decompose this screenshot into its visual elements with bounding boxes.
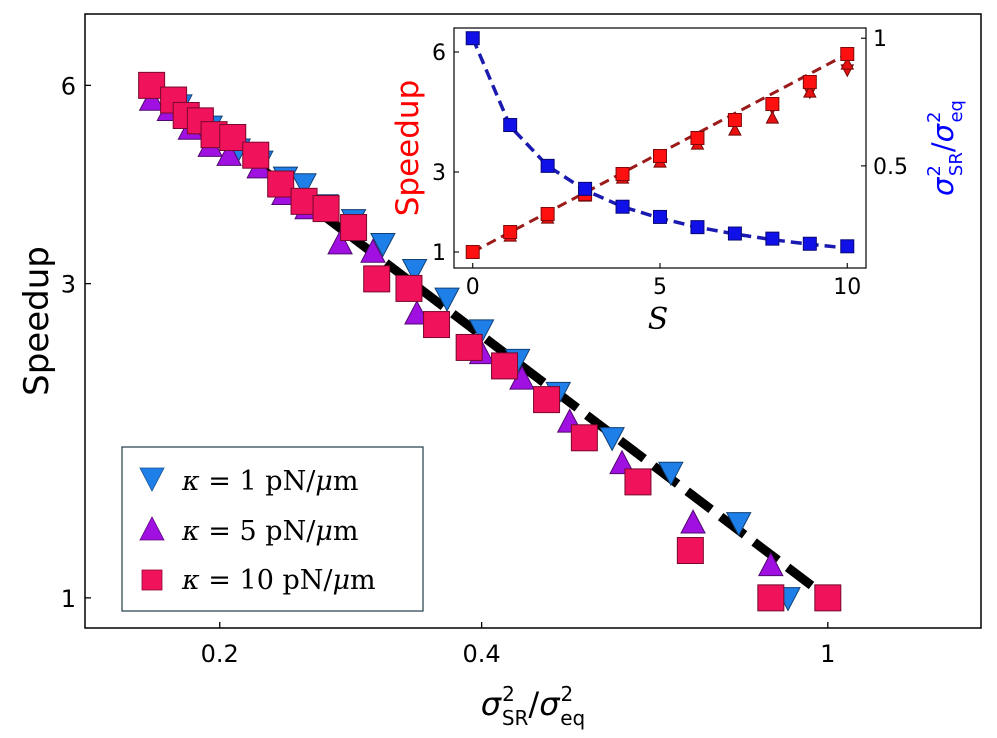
inset-point-s3-1 bbox=[503, 118, 518, 133]
inset-left-tick-label: 6 bbox=[432, 41, 446, 66]
legend-marker-triangle-up bbox=[139, 516, 165, 541]
inset-left-axis-label: Speedup bbox=[390, 80, 426, 217]
main-point-s1-9 bbox=[360, 238, 386, 263]
main-y-tick-label: 6 bbox=[61, 72, 76, 100]
main-point-s0-19 bbox=[657, 461, 684, 487]
main-point-s2-6 bbox=[242, 141, 270, 169]
inset-point-s2-6 bbox=[690, 131, 705, 145]
inset-ticks: 0 5 10 1 3 6 0.5 1 bbox=[432, 27, 908, 300]
main-y-tick-label: 3 bbox=[61, 271, 76, 299]
main-point-s1-10 bbox=[404, 300, 430, 325]
inset-point-s2-5 bbox=[653, 149, 667, 163]
main-point-s0-20 bbox=[725, 512, 752, 537]
inset-point-s2-8 bbox=[765, 97, 780, 111]
inset-x-tick-label: 10 bbox=[833, 275, 861, 300]
inset-point-s2-0 bbox=[465, 245, 480, 259]
legend-label-k10: κ = 10 pN/μm bbox=[181, 565, 376, 596]
main-point-s2-15 bbox=[491, 352, 519, 380]
main-chart: 0.2 0.4 1 1 3 6 Speedup σ2 SR/σ2 eq κ = 1 pN/μm… bbox=[17, 13, 982, 730]
main-point-s2-12 bbox=[395, 274, 423, 302]
inset-right-tick-label: 1 bbox=[873, 27, 887, 52]
main-x-axis-label: σ2 SR/σ2 eq bbox=[481, 682, 585, 730]
main-point-s2-10 bbox=[340, 214, 368, 242]
main-point-s2-14 bbox=[455, 333, 483, 361]
main-y-axis-label: Speedup bbox=[17, 246, 57, 396]
main-point-s1-15 bbox=[680, 509, 706, 534]
inset-point-s3-4 bbox=[615, 199, 630, 214]
inset-x-axis-label: S bbox=[648, 302, 669, 337]
legend-label-k5: κ = 5 pN/μm bbox=[181, 516, 358, 547]
inset-point-s2-10 bbox=[840, 47, 855, 61]
inset-data-layer bbox=[465, 31, 855, 260]
inset-point-s3-7 bbox=[727, 226, 742, 241]
main-point-s0-13 bbox=[401, 258, 428, 284]
inset-point-s1-9 bbox=[802, 84, 817, 98]
main-point-s1-14 bbox=[609, 449, 635, 475]
legend-entry-k5: κ = 5 pN/μm bbox=[139, 516, 358, 547]
inset-left-tick-label: 1 bbox=[432, 241, 446, 266]
main-data-layer bbox=[138, 71, 842, 612]
main-point-s2-20 bbox=[757, 584, 785, 612]
main-x-tick-label: 0.2 bbox=[201, 640, 239, 668]
legend-box bbox=[121, 446, 424, 612]
inset-right-axis-label: σ2SR/σ2eq bbox=[924, 100, 967, 196]
inset-point-s2-4 bbox=[615, 167, 630, 181]
main-x-tick-label: 0.4 bbox=[463, 640, 501, 668]
main-point-s0-12 bbox=[370, 232, 396, 258]
main-point-s2-13 bbox=[423, 311, 451, 339]
inset-point-s2-2 bbox=[540, 207, 555, 221]
inset-point-s1-10 bbox=[840, 56, 855, 70]
main-point-s2-18 bbox=[624, 468, 652, 496]
legend-marker-square bbox=[141, 569, 163, 591]
inset-x-tick-label: 5 bbox=[653, 275, 667, 300]
inset-point-s3-2 bbox=[540, 158, 555, 173]
inset-point-s1-8 bbox=[765, 110, 780, 124]
main-point-s2-11 bbox=[363, 265, 391, 293]
main-point-s2-17 bbox=[570, 424, 598, 452]
inset-point-s3-6 bbox=[690, 220, 705, 235]
inset-point-s3-8 bbox=[765, 231, 780, 246]
legend-entry-k1: κ = 1 pN/μm bbox=[139, 466, 358, 497]
inset-point-s2-7 bbox=[727, 113, 742, 127]
inset-point-s3-5 bbox=[653, 209, 667, 224]
main-x-tick-label: 1 bbox=[820, 640, 835, 668]
main-y-tick-label: 1 bbox=[61, 585, 76, 613]
legend-entry-k10: κ = 10 pN/μm bbox=[141, 565, 376, 596]
inset-right-tick-label: 0.5 bbox=[873, 155, 908, 180]
main-point-s1-8 bbox=[327, 229, 353, 255]
inset-point-s2-9 bbox=[802, 75, 817, 89]
main-point-s2-9 bbox=[312, 195, 340, 223]
inset-background bbox=[454, 28, 866, 268]
legend: κ = 1 pN/μm κ = 5 pN/μm κ = 10 pN/μm bbox=[121, 446, 424, 612]
main-point-s0-15 bbox=[468, 319, 495, 344]
inset-point-s1-7 bbox=[728, 122, 742, 136]
inset-left-tick-label: 3 bbox=[432, 161, 446, 186]
legend-label-k1: κ = 1 pN/μm bbox=[181, 466, 358, 497]
main-point-s0-9 bbox=[291, 173, 317, 198]
main-point-s2-19 bbox=[676, 537, 704, 565]
main-point-s1-4 bbox=[216, 141, 242, 166]
inset-point-s3-0 bbox=[465, 31, 480, 46]
inset-point-s2-1 bbox=[503, 225, 518, 239]
inset-point-s3-3 bbox=[578, 181, 593, 196]
main-point-s2-16 bbox=[533, 386, 561, 414]
main-plot-frame bbox=[84, 13, 982, 629]
inset-point-s3-10 bbox=[840, 239, 855, 254]
inset-chart: 0 5 10 1 3 6 0.5 1 Speedup S σ2SR/σ2eq bbox=[390, 27, 967, 337]
main-point-s2-5 bbox=[219, 124, 247, 152]
main-point-s2-7 bbox=[267, 170, 295, 198]
main-point-s0-14 bbox=[434, 287, 460, 312]
inset-point-s3-9 bbox=[802, 236, 817, 251]
main-point-s2-21 bbox=[814, 584, 842, 612]
main-point-s0-18 bbox=[599, 427, 625, 452]
main-point-s1-16 bbox=[758, 551, 784, 577]
inset-x-tick-label: 0 bbox=[466, 275, 480, 300]
legend-marker-triangle-down bbox=[139, 467, 165, 492]
main-ticks: 0.2 0.4 1 1 3 6 bbox=[61, 72, 836, 668]
